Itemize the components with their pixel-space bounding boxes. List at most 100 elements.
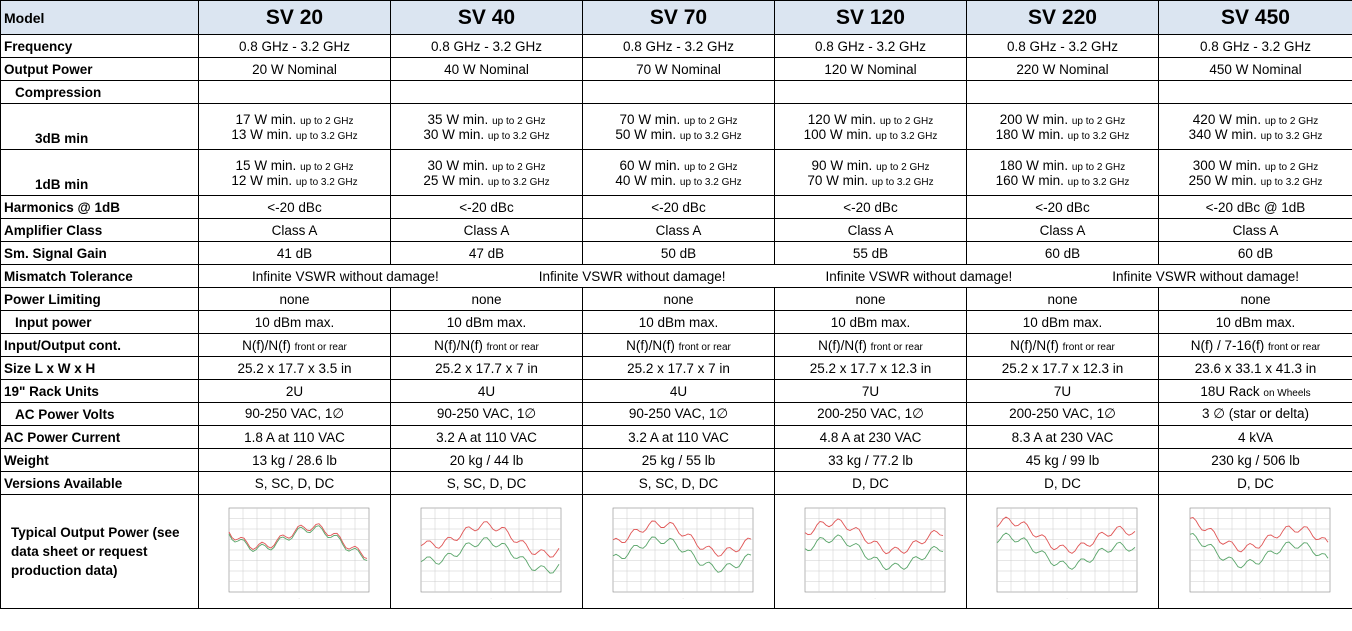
table-row: Mismatch Tolerance Infinite VSWR without … (0, 264, 1352, 288)
value-cell: 13 kg / 28.6 lb (198, 448, 391, 472)
cell-line: 13 W min. up to 3.2 GHz (202, 127, 387, 142)
row-label: Sm. Signal Gain (0, 241, 199, 265)
value-cell: 4 kVA (1158, 425, 1352, 449)
value-cell: 25.2 x 17.7 x 12.3 in (774, 356, 967, 380)
cell-text: 30 W min. (427, 157, 489, 173)
chart-cell: · (390, 494, 583, 609)
cell-note: up to 3.2 GHz (1067, 130, 1130, 142)
value-cell: 25.2 x 17.7 x 3.5 in (198, 356, 391, 380)
cell-text: 200 W min. (999, 111, 1069, 127)
cell-line: 18U Rack on Wheels (1162, 384, 1349, 399)
cell-line: 15 W min. up to 2 GHz (202, 158, 387, 173)
cell-text: 17 W min. (235, 111, 297, 127)
chart-cell: · (582, 494, 775, 609)
value-cell: 45 kg / 99 lb (966, 448, 1159, 472)
value-cell: 10 dBm max. (582, 310, 775, 334)
empty-cell (1158, 80, 1352, 104)
value-cell: 30 W min. up to 2 GHz 25 W min. up to 3.2… (390, 149, 583, 196)
header-row: Model SV 20 SV 40 SV 70 SV 120 SV 220 SV 450 (0, 0, 1352, 35)
value-cell: <-20 dBc (582, 195, 775, 219)
chart-cell: · (198, 494, 391, 609)
cell-line: 50 W min. up to 3.2 GHz (586, 127, 771, 142)
cell-line: 300 W min. up to 2 GHz (1162, 158, 1349, 173)
cell-text: 18U Rack (1200, 383, 1260, 399)
value-cell: 2U (198, 379, 391, 403)
svg-text:·: · (490, 596, 491, 601)
value-cell: 200 W min. up to 2 GHz 180 W min. up to 3… (966, 103, 1159, 150)
value-cell: 7U (774, 379, 967, 403)
table-row: Versions Available S, SC, D, DC S, SC, D, … (0, 471, 1352, 495)
value-cell: D, DC (1158, 471, 1352, 495)
value-cell: <-20 dBc (966, 195, 1159, 219)
table-row: Weight 13 kg / 28.6 lb 20 kg / 44 lb 25 kg … (0, 448, 1352, 472)
cell-text: N(f)/N(f) (242, 337, 291, 353)
value-cell: D, DC (966, 471, 1159, 495)
header-cell: Model (0, 0, 199, 35)
table-row: Typical Output Power (see data sheet or … (0, 494, 1352, 609)
value-cell: 300 W min. up to 2 GHz 250 W min. up to 3… (1158, 149, 1352, 196)
value-cell: 10 dBm max. (1158, 310, 1352, 334)
cell-line: 180 W min. up to 2 GHz (970, 158, 1155, 173)
value-cell: 120 W Nominal (774, 57, 967, 81)
value-cell: Class A (198, 218, 391, 242)
value-cell: 0.8 GHz - 3.2 GHz (1158, 34, 1352, 58)
cell-text: 90 W min. (811, 157, 873, 173)
cell-line: 35 W min. up to 2 GHz (394, 112, 579, 127)
cell-text: N(f)/N(f) (1010, 337, 1059, 353)
value-cell: 47 dB (390, 241, 583, 265)
output-power-thumbnail: · (996, 507, 1137, 601)
cell-line: 420 W min. up to 2 GHz (1162, 112, 1349, 127)
value-cell: 10 dBm max. (966, 310, 1159, 334)
value-cell: Class A (774, 218, 967, 242)
cell-line: N(f)/N(f) front or rear (394, 338, 579, 353)
cell-line: 40 W min. up to 3.2 GHz (586, 173, 771, 188)
cell-note: up to 2 GHz (1071, 161, 1126, 173)
cell-line: N(f) / 7-16(f) front or rear (1162, 338, 1349, 353)
span-text: Infinite VSWR without damage! (1112, 268, 1300, 284)
cell-text: 25 W min. (423, 172, 485, 188)
value-cell: 20 kg / 44 lb (390, 448, 583, 472)
value-cell: <-20 dBc (198, 195, 391, 219)
empty-cell (774, 80, 967, 104)
header-cell: SV 450 (1158, 0, 1352, 35)
value-cell: N(f) / 7-16(f) front or rear (1158, 333, 1352, 357)
value-cell: 4U (390, 379, 583, 403)
table-row: AC Power Current 1.8 A at 110 VAC 3.2 A at… (0, 425, 1352, 449)
cell-text: 70 W min. (807, 172, 869, 188)
cell-line: 120 W min. up to 2 GHz (778, 112, 963, 127)
value-cell: N(f)/N(f) front or rear (774, 333, 967, 357)
row-label: 1dB min (0, 149, 199, 196)
value-cell: 180 W min. up to 2 GHz 160 W min. up to 3… (966, 149, 1159, 196)
row-label: Input power (0, 310, 199, 334)
cell-line: N(f)/N(f) front or rear (202, 338, 387, 353)
header-cell: SV 220 (966, 0, 1159, 35)
svg-text:·: · (874, 596, 875, 601)
value-cell: <-20 dBc @ 1dB (1158, 195, 1352, 219)
cell-note: up to 2 GHz (1071, 115, 1126, 127)
value-cell: N(f)/N(f) front or rear (966, 333, 1159, 357)
table-row: Sm. Signal Gain 41 dB 47 dB 50 dB 55 dB 60 dB… (0, 241, 1352, 265)
row-label: Compression (0, 80, 199, 104)
table-row: Harmonics @ 1dB <-20 dBc <-20 dBc <-20 dBc <… (0, 195, 1352, 219)
value-cell: 1.8 A at 110 VAC (198, 425, 391, 449)
value-cell: 90-250 VAC, 1∅ (582, 402, 775, 426)
value-cell: 0.8 GHz - 3.2 GHz (390, 34, 583, 58)
span-row: Infinite VSWR without damage! Infinite VS… (202, 269, 1349, 284)
value-cell: Class A (966, 218, 1159, 242)
table-row: 19" Rack Units 2U 4U 4U 7U 7U 18U Rack on Whee… (0, 379, 1352, 403)
cell-line: 200 W min. up to 2 GHz (970, 112, 1155, 127)
cell-note: up to 3.2 GHz (679, 176, 742, 188)
value-cell: none (774, 287, 967, 311)
cell-note: up to 2 GHz (1264, 161, 1319, 173)
value-cell: 60 dB (966, 241, 1159, 265)
cell-note: up to 2 GHz (684, 161, 738, 173)
value-cell: 35 W min. up to 2 GHz 30 W min. up to 3.2… (390, 103, 583, 150)
table-row: Amplifier Class Class A Class A Class A Clas… (0, 218, 1352, 242)
span-text: Infinite VSWR without damage! (251, 268, 439, 284)
header-cell: SV 40 (390, 0, 583, 35)
cell-text: 180 W min. (995, 126, 1064, 142)
table-row: AC Power Volts 90-250 VAC, 1∅ 90-250 VAC, … (0, 402, 1352, 426)
value-cell: 3.2 A at 110 VAC (390, 425, 583, 449)
value-cell: 200-250 VAC, 1∅ (774, 402, 967, 426)
cell-line: 100 W min. up to 3.2 GHz (778, 127, 963, 142)
